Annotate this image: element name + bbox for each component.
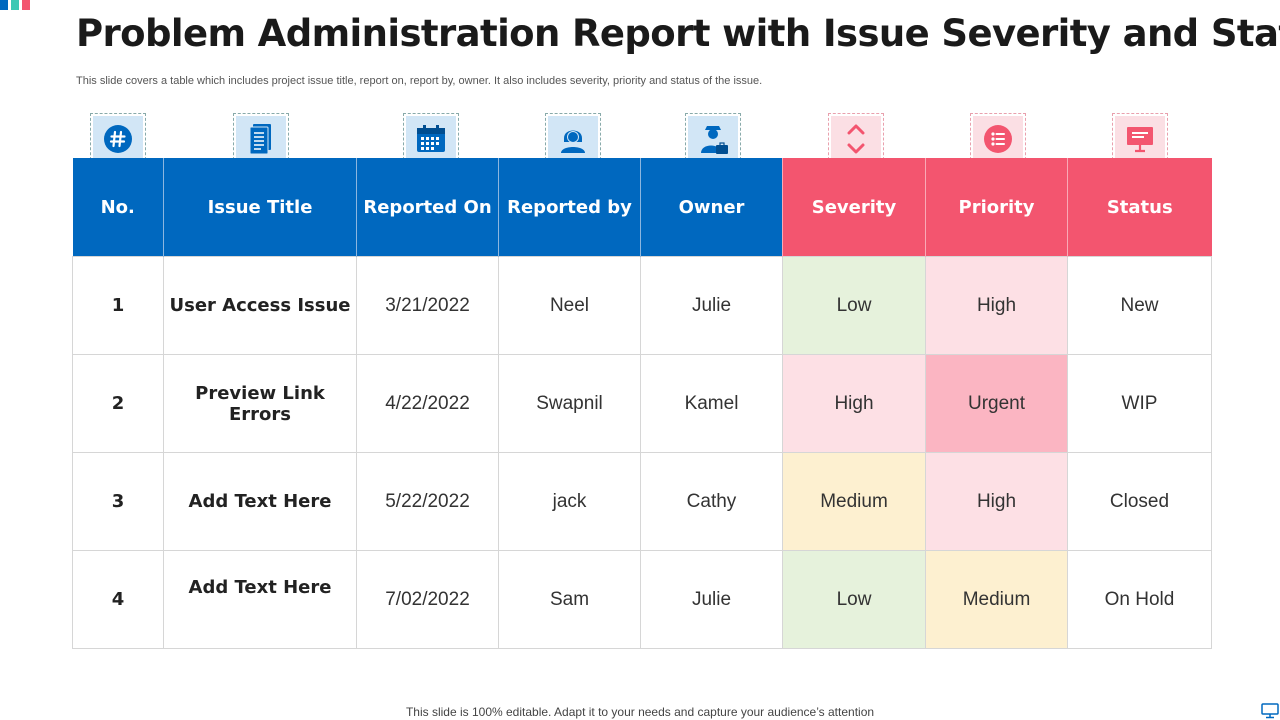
cell-priority: High bbox=[925, 452, 1068, 551]
column-header-severity: Severity bbox=[782, 158, 926, 257]
cell-no: 3 bbox=[72, 452, 164, 551]
cell-owner: Julie bbox=[640, 256, 783, 355]
document-icon-box bbox=[233, 113, 289, 165]
table-row: 3 Add Text Here 5/22/2022 jack Cathy Med… bbox=[72, 452, 1212, 551]
cell-issue-title: User Access Issue bbox=[163, 256, 357, 355]
table-row: 2 Preview Link Errors 4/22/2022 Swapnil … bbox=[72, 354, 1212, 453]
corner-decoration bbox=[0, 0, 30, 10]
page-title: Problem Administration Report with Issue… bbox=[76, 12, 1280, 55]
cell-reported-on: 5/22/2022 bbox=[356, 452, 499, 551]
footer-note: This slide is 100% editable. Adapt it to… bbox=[405, 705, 875, 719]
document-icon bbox=[249, 124, 271, 155]
column-header-owner: Owner bbox=[640, 158, 783, 257]
table-row: 1 User Access Issue 3/21/2022 Neel Julie… bbox=[72, 256, 1212, 355]
cell-no: 2 bbox=[72, 354, 164, 453]
cell-priority: Urgent bbox=[925, 354, 1068, 453]
up-down-chevron-icon-box bbox=[828, 113, 884, 165]
monitor-icon bbox=[1261, 703, 1279, 719]
person-icon bbox=[561, 130, 585, 153]
cell-owner: Kamel bbox=[640, 354, 783, 453]
cell-reported-by: Neel bbox=[498, 256, 641, 355]
cell-reported-by: Sam bbox=[498, 550, 641, 649]
cell-priority: Medium bbox=[925, 550, 1068, 649]
businessperson-icon bbox=[701, 126, 728, 154]
cell-severity: High bbox=[782, 354, 926, 453]
cell-reported-by: Swapnil bbox=[498, 354, 641, 453]
list-circle-icon-box bbox=[970, 113, 1026, 165]
hashtag-icon-box bbox=[90, 113, 146, 165]
cell-owner: Cathy bbox=[640, 452, 783, 551]
table-header-row: No. Issue Title Reported On Reported by … bbox=[72, 158, 1212, 257]
cell-issue-title: Add Text Here bbox=[163, 550, 357, 649]
cell-reported-by: jack bbox=[498, 452, 641, 551]
cell-reported-on: 7/02/2022 bbox=[356, 550, 499, 649]
cell-reported-on: 3/21/2022 bbox=[356, 256, 499, 355]
cell-status: On Hold bbox=[1067, 550, 1212, 649]
cell-no: 1 bbox=[72, 256, 164, 355]
column-header-status: Status bbox=[1067, 158, 1212, 257]
column-header-priority: Priority bbox=[925, 158, 1068, 257]
issue-report-table: No. Issue Title Reported On Reported by … bbox=[72, 158, 1212, 649]
cell-severity: Low bbox=[782, 256, 926, 355]
person-icon-box bbox=[545, 113, 601, 165]
table-row: 4 Add Text Here 7/02/2022 Sam Julie Low … bbox=[72, 550, 1212, 649]
column-header-reported-on: Reported On bbox=[356, 158, 499, 257]
hashtag-icon bbox=[104, 125, 132, 153]
cell-owner: Julie bbox=[640, 550, 783, 649]
cell-issue-title: Add Text Here bbox=[163, 452, 357, 551]
cell-status: Closed bbox=[1067, 452, 1212, 551]
cell-issue-title: Preview Link Errors bbox=[163, 354, 357, 453]
cell-status: New bbox=[1067, 256, 1212, 355]
cell-severity: Low bbox=[782, 550, 926, 649]
businessperson-icon-box bbox=[685, 113, 741, 165]
list-circle-icon bbox=[984, 125, 1012, 153]
column-header-issue-title: Issue Title bbox=[163, 158, 357, 257]
cell-reported-on: 4/22/2022 bbox=[356, 354, 499, 453]
presentation-board-icon bbox=[1127, 127, 1153, 153]
column-header-reported-by: Reported by bbox=[498, 158, 641, 257]
cell-no: 4 bbox=[72, 550, 164, 649]
cell-status: WIP bbox=[1067, 354, 1212, 453]
cell-priority: High bbox=[925, 256, 1068, 355]
page-subtitle: This slide covers a table which includes… bbox=[76, 75, 763, 87]
up-down-chevron-icon bbox=[847, 124, 865, 154]
cell-severity: Medium bbox=[782, 452, 926, 551]
calendar-icon bbox=[417, 125, 445, 152]
presentation-board-icon-box bbox=[1112, 113, 1168, 165]
calendar-icon-box bbox=[403, 113, 459, 165]
column-header-no: No. bbox=[72, 158, 164, 257]
cell-issue-title-text: Add Text Here bbox=[188, 577, 332, 598]
